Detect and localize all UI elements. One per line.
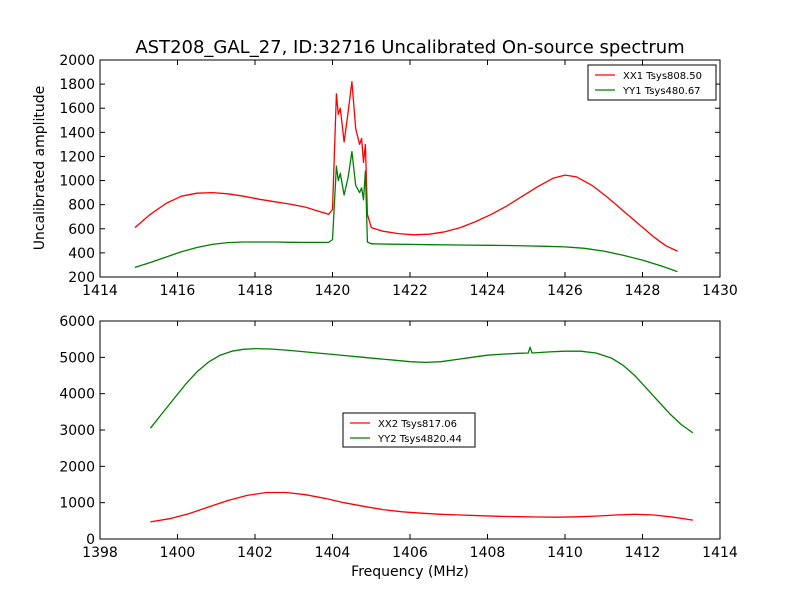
x-tick-label: 1426	[547, 283, 583, 299]
bottom-spectrum-panel: 1398 1400 1402 1404 1406 1408 1410 1412 1414 0 100…	[59, 314, 738, 561]
series-line-1	[150, 491, 693, 523]
legend-box	[342, 412, 476, 448]
series-line-2	[134, 150, 678, 273]
y-tick-label: 800	[68, 198, 95, 214]
series-line-1	[134, 81, 678, 252]
x-tick-label: 1404	[315, 545, 351, 561]
series-line-2	[149, 346, 694, 434]
x-tick-label: 1402	[237, 545, 273, 561]
x-tick-label: 1398	[82, 545, 118, 561]
x-tick-label: 1424	[470, 283, 506, 299]
y-tick-label: 0	[86, 532, 95, 548]
legend-entry: YY2 Tsys4820.44	[377, 434, 462, 445]
legend-entry: XX2 Tsys817.06	[378, 419, 457, 430]
x-tick-label: 1412	[625, 545, 661, 561]
x-tick-label: 1410	[547, 545, 583, 561]
x-axis-label: Frequency (MHz)	[351, 564, 469, 580]
y-tick-label: 1600	[59, 101, 95, 117]
x-tick-label: 1400	[160, 545, 196, 561]
x-tick-label: 1414	[702, 545, 738, 561]
legend-entry: YY1 Tsys480.67	[622, 86, 701, 97]
x-tick-label: 1408	[470, 545, 506, 561]
x-tick-label: 1422	[392, 283, 428, 299]
x-tick-label: 1420	[315, 283, 351, 299]
y-tick-label: 1400	[59, 125, 95, 141]
legend-entry: XX1 Tsys808.50	[623, 71, 702, 82]
y-tick-label: 2000	[59, 459, 95, 475]
x-tick-label: 1430	[702, 283, 738, 299]
y-tick-label: 1200	[59, 149, 95, 165]
x-tick-label: 1428	[625, 283, 661, 299]
x-tick-label: 1414	[82, 283, 118, 299]
y-tick-label: 2000	[59, 53, 95, 69]
y-tick-label: 4000	[59, 387, 95, 403]
y-tick-label: 1000	[59, 496, 95, 512]
y-tick-label: 3000	[59, 423, 95, 439]
x-tick-label: 1416	[160, 283, 196, 299]
legend-box	[587, 64, 717, 101]
figure-title: AST208_GAL_27, ID:32716 Uncalibrated On-…	[135, 37, 684, 58]
y-tick-label: 6000	[59, 314, 95, 330]
y-tick-label: 400	[68, 246, 95, 262]
x-tick-label: 1418	[237, 283, 273, 299]
y-tick-label: 1800	[59, 77, 95, 93]
y-tick-label: 200	[68, 270, 95, 286]
x-tick-label: 1406	[392, 545, 428, 561]
y-axis-label: Uncalibrated amplitude	[32, 86, 48, 251]
y-tick-label: 1000	[59, 174, 95, 190]
y-tick-label: 5000	[59, 350, 95, 366]
y-tick-label: 600	[68, 222, 95, 238]
top-spectrum-panel: 1414 1416 1418 1420 1422 1424 1426 1428 1430 200 4…	[59, 53, 737, 299]
